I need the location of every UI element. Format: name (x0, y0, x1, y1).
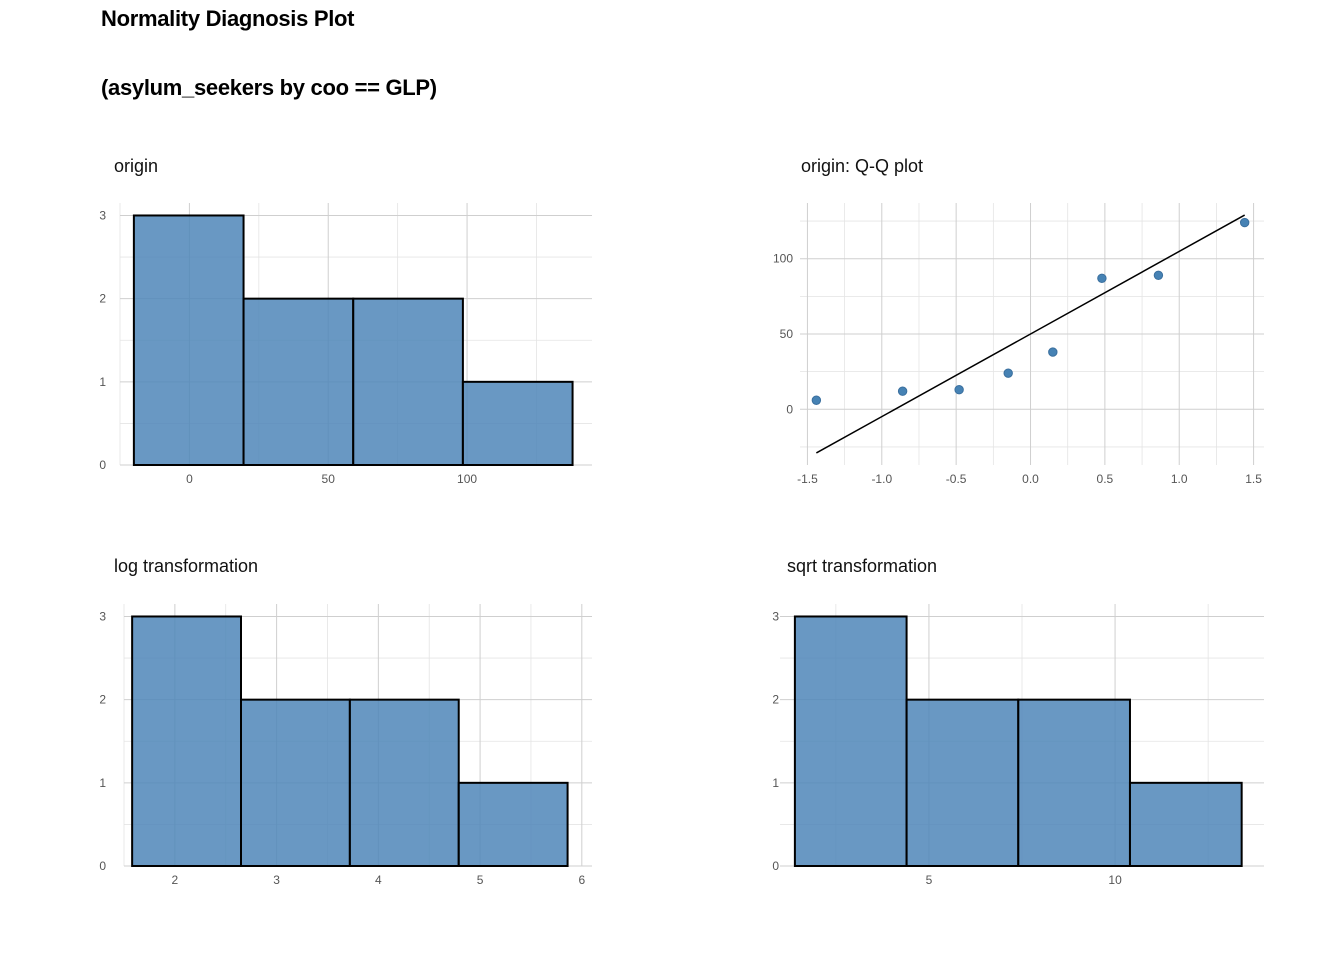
qq-reference-line (815, 214, 1246, 454)
panel-1: 0 50 100 0 1 2 3 origin (99, 156, 592, 486)
y-tick-label: 50 (780, 327, 794, 341)
grid (800, 203, 1264, 465)
panel-title: origin (114, 156, 158, 176)
histogram-bar (1128, 781, 1243, 867)
histogram-bar (1017, 698, 1131, 868)
x-tick-label: 100 (457, 472, 477, 486)
y-tick-label: 0 (772, 859, 779, 873)
qq-point (954, 385, 964, 395)
x-tick-label: -1.5 (797, 472, 818, 486)
x-tick-label: -0.5 (946, 472, 967, 486)
x-tick-label: 6 (578, 873, 585, 887)
y-tick-label: 1 (99, 776, 106, 790)
y-tick-label: 0 (99, 458, 106, 472)
x-tick-label: 5 (926, 873, 933, 887)
chart-title: Normality Diagnosis Plot (101, 6, 355, 31)
qq-point (1003, 368, 1013, 378)
qq-point (1097, 273, 1107, 283)
y-tick-label: 1 (99, 375, 106, 389)
x-tick-label: -1.0 (871, 472, 892, 486)
histogram-bar (457, 781, 569, 867)
y-tick-label: 2 (99, 693, 106, 707)
histogram-bar (352, 297, 464, 466)
x-tick-label: 2 (172, 873, 179, 887)
panel-title: origin: Q-Q plot (801, 156, 923, 176)
panel-title: log transformation (114, 556, 258, 576)
y-tick-label: 3 (99, 208, 106, 222)
panel-4: 5 10 0 1 2 3 sqrt transformation (772, 556, 1264, 887)
x-tick-label: 1.0 (1171, 472, 1188, 486)
x-tick-label: 50 (322, 472, 336, 486)
y-tick-label: 2 (772, 693, 779, 707)
x-tick-label: 0 (186, 472, 193, 486)
histogram-bar (240, 698, 351, 868)
x-tick-label: 10 (1108, 873, 1122, 887)
histogram-bar (348, 698, 460, 868)
chart-subtitle: (asylum_seekers by coo == GLP) (101, 75, 437, 100)
y-tick-label: 0 (786, 402, 793, 416)
x-tick-label: 3 (273, 873, 280, 887)
x-tick-label: 0.0 (1022, 472, 1039, 486)
histogram-bar (905, 698, 1020, 868)
qq-point (1153, 270, 1164, 280)
histogram-bar (132, 214, 245, 466)
panel-3: 2 3 4 5 6 0 1 2 3 log transformation (99, 556, 592, 887)
x-tick-label: 1.5 (1245, 472, 1262, 486)
y-tick-label: 1 (772, 776, 779, 790)
qq-point (1048, 347, 1058, 357)
panel-title: sqrt transformation (787, 556, 937, 576)
histogram-bar (461, 380, 574, 467)
y-tick-label: 3 (772, 609, 779, 623)
histogram-bar (242, 297, 355, 466)
y-tick-label: 3 (99, 609, 106, 623)
y-tick-label: 0 (99, 859, 106, 873)
panel-2: -1.5 -1.0 -0.5 0.0 0.5 1.0 1.5 0 50 100 origin: Q-… (773, 156, 1264, 486)
qq-point (897, 386, 908, 396)
qq-point (811, 395, 822, 405)
qq-point (1239, 217, 1250, 228)
x-tick-label: 5 (477, 873, 484, 887)
histogram-bar (793, 615, 908, 867)
histogram-bar (131, 615, 242, 867)
y-tick-label: 2 (99, 292, 106, 306)
x-tick-label: 4 (375, 873, 382, 887)
y-tick-label: 100 (773, 252, 793, 266)
x-tick-label: 0.5 (1097, 472, 1114, 486)
